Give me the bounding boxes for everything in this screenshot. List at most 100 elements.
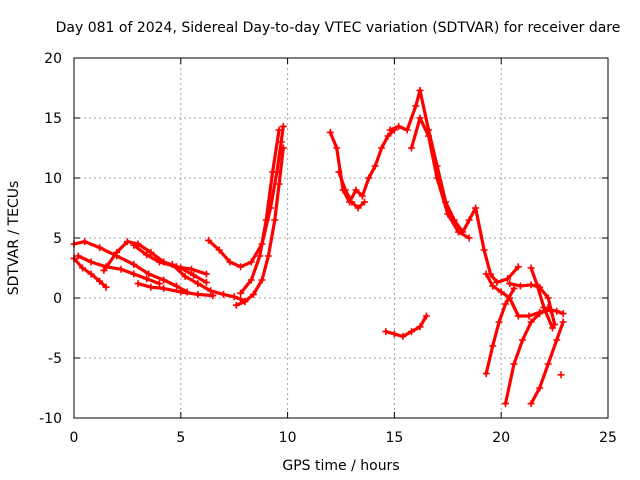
series-line <box>388 88 520 284</box>
data-point <box>553 307 561 315</box>
data-point <box>465 216 473 224</box>
data-point <box>407 328 415 336</box>
data-point <box>202 270 210 278</box>
data-point <box>134 240 142 248</box>
data-point <box>247 276 255 284</box>
y-tick-label: 20 <box>44 51 62 67</box>
data-point <box>489 342 497 350</box>
data-point <box>237 295 245 303</box>
series-arc-9 <box>237 126 283 297</box>
data-point <box>510 360 518 368</box>
data-point <box>527 400 535 408</box>
data-point <box>226 258 234 266</box>
data-point <box>348 198 356 206</box>
data-point <box>454 228 462 236</box>
x-tick-label: 20 <box>492 430 510 446</box>
data-point <box>237 263 245 271</box>
series-arc-7 <box>168 260 249 306</box>
y-axis-label: SDTVAR / TECUs <box>6 181 22 296</box>
data-point <box>493 278 501 286</box>
data-point <box>544 360 552 368</box>
data-point <box>544 294 552 302</box>
data-point <box>501 400 509 408</box>
data-point <box>220 290 228 298</box>
data-series <box>70 86 567 408</box>
series-line <box>234 146 285 307</box>
data-point <box>506 280 514 288</box>
chart-title: Day 081 of 2024, Sidereal Day-to-day VTE… <box>56 20 621 36</box>
data-point <box>147 248 155 256</box>
data-point <box>514 263 522 271</box>
data-point <box>326 128 334 136</box>
data-point <box>371 162 379 170</box>
data-point <box>247 258 255 266</box>
y-tick-label: 10 <box>44 171 62 187</box>
data-point <box>177 288 185 296</box>
grid <box>74 58 608 418</box>
data-point <box>130 270 138 278</box>
data-point <box>173 282 181 290</box>
data-point <box>540 304 548 312</box>
x-tick-label: 10 <box>279 430 297 446</box>
data-point <box>527 264 535 272</box>
series-arc-14 <box>407 114 473 242</box>
axis-ticks: 0 5 10 15 20 25 -10 -5 0 5 10 15 20 <box>39 51 617 446</box>
data-point <box>536 310 544 318</box>
series-arc-5 <box>130 241 210 278</box>
series-line <box>72 240 189 294</box>
data-point <box>181 272 189 280</box>
data-point <box>205 236 213 244</box>
data-point <box>232 301 240 309</box>
data-point <box>399 332 407 340</box>
data-point <box>534 282 542 290</box>
series-arc-16 <box>482 270 567 320</box>
data-point <box>559 310 567 318</box>
series-arc-6 <box>134 280 217 300</box>
data-point <box>194 280 202 288</box>
data-point <box>514 312 522 320</box>
data-point <box>465 234 473 242</box>
x-axis-label: GPS time / hours <box>282 458 399 474</box>
data-point <box>271 216 279 224</box>
data-point <box>433 174 441 182</box>
data-point <box>352 186 360 194</box>
data-point <box>269 168 277 176</box>
data-point <box>279 144 287 152</box>
data-point <box>87 258 95 266</box>
data-point <box>358 192 366 200</box>
series-arc-3 <box>70 254 110 291</box>
y-tick-label: -5 <box>48 351 62 367</box>
data-point <box>79 264 87 272</box>
data-point <box>482 270 490 278</box>
data-point <box>209 292 217 300</box>
y-tick-label: 0 <box>53 291 62 307</box>
data-point <box>416 323 424 331</box>
data-point <box>504 275 512 283</box>
series-arc-10 <box>232 144 287 309</box>
data-point <box>516 282 524 290</box>
data-point <box>548 324 556 332</box>
series-arc-11 <box>326 126 398 206</box>
series-line <box>328 128 396 204</box>
data-point <box>422 312 430 320</box>
series-isolated <box>557 371 565 379</box>
data-point <box>258 276 266 284</box>
data-point <box>147 283 155 291</box>
data-point <box>102 283 110 291</box>
data-point <box>527 281 535 289</box>
series-arc-15 <box>382 312 430 340</box>
data-point <box>412 102 420 110</box>
data-point <box>96 277 104 285</box>
data-point <box>168 260 176 268</box>
data-point <box>382 328 390 336</box>
data-point <box>395 122 403 130</box>
data-point <box>501 300 509 308</box>
data-point <box>237 289 245 297</box>
data-point <box>145 270 153 278</box>
data-point <box>262 216 270 224</box>
data-point <box>230 293 238 301</box>
data-point <box>215 246 223 254</box>
data-point <box>495 318 503 326</box>
data-point <box>117 265 125 273</box>
